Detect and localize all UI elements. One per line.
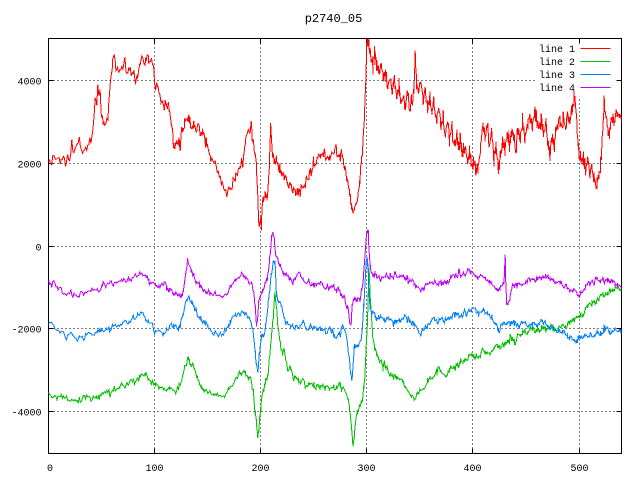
svg-text:line 4: line 4 [539,83,575,95]
svg-text:200: 200 [251,464,269,475]
svg-text:-4000: -4000 [11,409,41,420]
svg-text:100: 100 [145,464,163,475]
svg-text:p2740_05: p2740_05 [305,12,363,26]
svg-text:0: 0 [47,464,53,475]
svg-text:500: 500 [570,464,588,475]
svg-text:0: 0 [35,244,41,255]
svg-text:line 2: line 2 [539,57,575,69]
svg-text:400: 400 [463,464,481,475]
svg-text:300: 300 [357,464,375,475]
svg-text:2000: 2000 [17,161,41,172]
svg-text:line 3: line 3 [539,70,575,82]
svg-text:-2000: -2000 [11,326,41,337]
svg-text:line 1: line 1 [539,44,575,56]
svg-text:4000: 4000 [17,78,41,89]
